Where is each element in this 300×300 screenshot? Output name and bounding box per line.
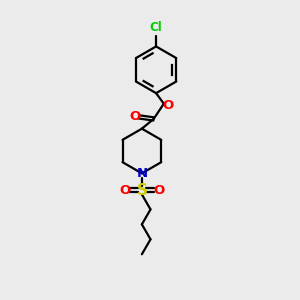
Text: O: O <box>153 184 164 196</box>
Text: O: O <box>163 99 174 112</box>
Text: O: O <box>130 110 141 123</box>
Text: N: N <box>136 167 147 180</box>
Text: Cl: Cl <box>150 21 163 34</box>
Text: O: O <box>119 184 130 196</box>
Text: S: S <box>136 182 147 197</box>
